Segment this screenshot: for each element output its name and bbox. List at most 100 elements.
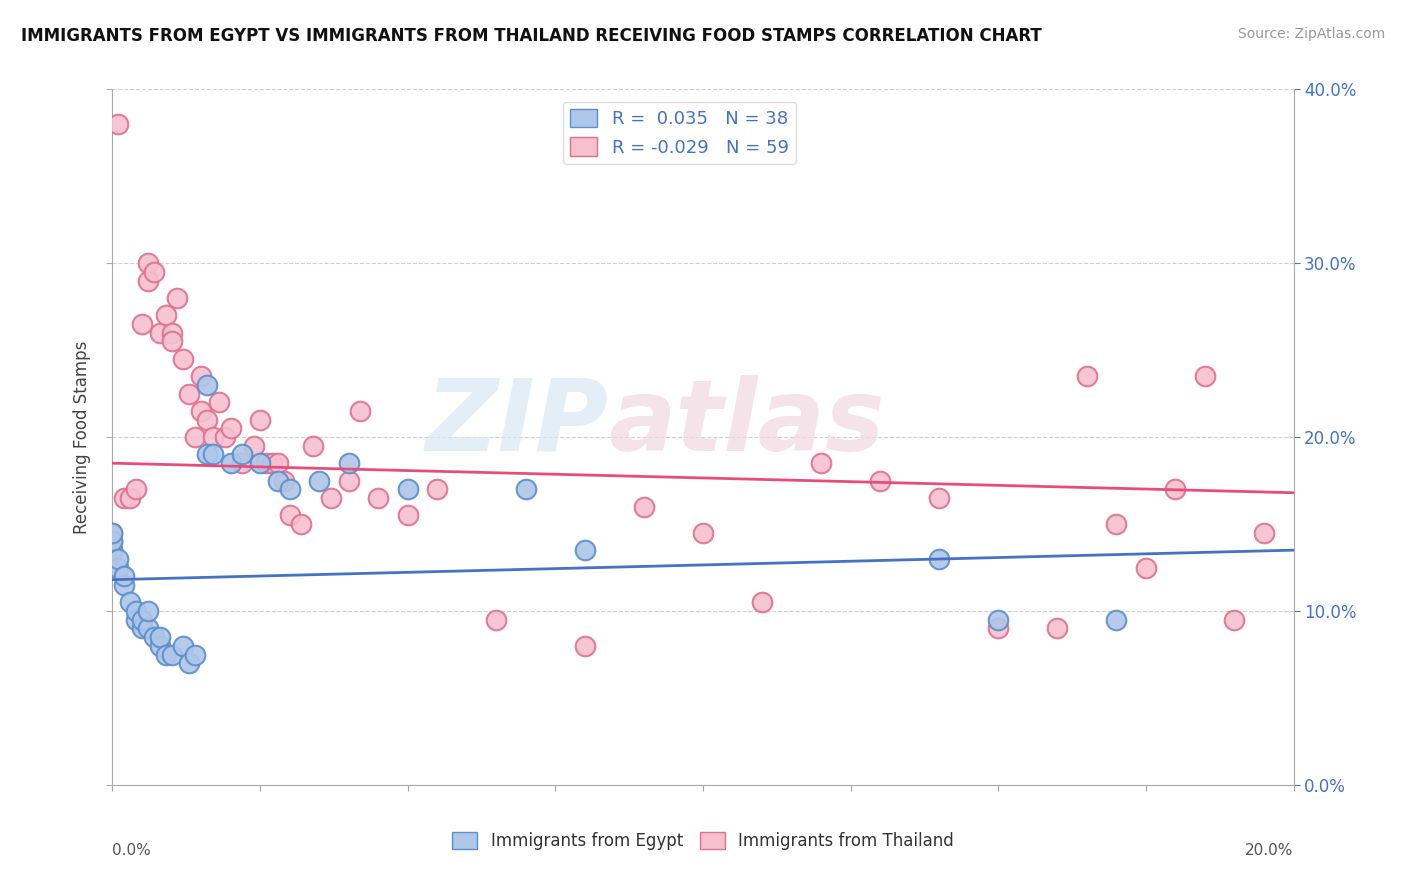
Point [131,317,153,331]
Point [987,613,1010,627]
Point [319,491,342,505]
Point [267,474,290,488]
Point [195,377,218,392]
Point [219,456,242,470]
Point [308,474,330,488]
Point [751,595,773,609]
Point [131,613,153,627]
Point [396,482,419,496]
Point [142,630,165,644]
Point [396,508,419,523]
Point [243,439,266,453]
Point [125,613,148,627]
Point [160,334,183,349]
Point [231,456,253,470]
Point [1076,369,1098,384]
Point [278,508,301,523]
Point [219,421,242,435]
Point [190,404,212,418]
Point [125,482,148,496]
Point [112,491,135,505]
Point [101,543,124,558]
Point [278,482,301,496]
Point [349,404,371,418]
Point [426,482,449,496]
Point [179,657,201,671]
Point [201,430,224,444]
Point [1135,560,1157,574]
Point [692,525,714,540]
Point [172,639,194,653]
Point [112,578,135,592]
Y-axis label: Receiving Food Stamps: Receiving Food Stamps [73,341,91,533]
Point [107,551,129,566]
Point [1253,525,1275,540]
Point [107,560,129,574]
Point [633,500,655,514]
Point [101,525,124,540]
Point [136,621,159,635]
Point [1164,482,1187,496]
Point [1105,516,1128,531]
Point [112,569,135,583]
Point [254,456,277,470]
Point [337,474,360,488]
Point [160,326,183,340]
Point [273,474,295,488]
Point [101,534,124,549]
Legend: Immigrants from Egypt, Immigrants from Thailand: Immigrants from Egypt, Immigrants from T… [446,825,960,856]
Point [120,491,142,505]
Point [166,291,188,305]
Text: ZIP: ZIP [426,375,609,472]
Point [155,648,177,662]
Point [142,265,165,279]
Point [574,639,596,653]
Point [485,613,508,627]
Point [1046,621,1069,635]
Point [120,595,142,609]
Point [136,273,159,287]
Point [190,369,212,384]
Point [869,474,891,488]
Point [179,386,201,401]
Point [302,439,325,453]
Text: 20.0%: 20.0% [1246,843,1294,858]
Point [101,543,124,558]
Point [260,456,283,470]
Point [290,516,312,531]
Point [810,456,832,470]
Point [184,648,207,662]
Point [337,456,360,470]
Point [201,447,224,462]
Point [367,491,389,505]
Point [574,543,596,558]
Text: atlas: atlas [609,375,884,472]
Point [131,621,153,635]
Point [101,525,124,540]
Point [249,412,271,426]
Point [195,412,218,426]
Point [267,456,290,470]
Point [515,482,537,496]
Point [107,117,129,131]
Point [149,639,172,653]
Point [195,447,218,462]
Point [249,456,271,470]
Point [101,534,124,549]
Point [184,430,207,444]
Point [1105,613,1128,627]
Text: 0.0%: 0.0% [112,843,152,858]
Point [125,604,148,618]
Point [231,447,253,462]
Text: Source: ZipAtlas.com: Source: ZipAtlas.com [1237,27,1385,41]
Text: IMMIGRANTS FROM EGYPT VS IMMIGRANTS FROM THAILAND RECEIVING FOOD STAMPS CORRELAT: IMMIGRANTS FROM EGYPT VS IMMIGRANTS FROM… [21,27,1042,45]
Point [136,604,159,618]
Point [155,308,177,322]
Point [160,648,183,662]
Point [1194,369,1216,384]
Point [172,351,194,366]
Point [208,395,231,409]
Point [149,326,172,340]
Point [987,621,1010,635]
Point [928,551,950,566]
